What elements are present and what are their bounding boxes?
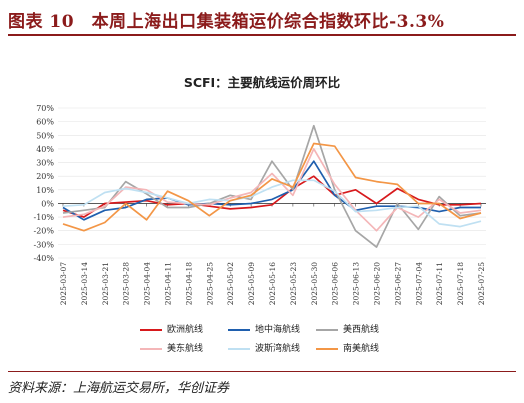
x-tick-label: 2025-07-04 [414, 262, 423, 305]
x-tick-label: 2025-07-25 [477, 262, 486, 305]
legend-swatch [316, 329, 338, 331]
x-tick-label: 2025-05-23 [289, 262, 298, 305]
x-tick-label: 2025-05-02 [226, 262, 235, 305]
y-tick-label: 50% [36, 131, 54, 140]
x-tick-label: 2025-06-27 [393, 262, 402, 305]
legend-label: 美西航线 [343, 325, 380, 335]
grid-layer [58, 107, 486, 259]
y-tick-label: -40% [34, 254, 55, 263]
y-tick-label: -20% [34, 227, 55, 236]
x-tick-label: 2025-05-16 [268, 262, 277, 305]
source-note: 资料来源：上海航运交易所，华创证券 [8, 381, 230, 396]
legend-label: 波斯湾航线 [255, 344, 301, 354]
x-tick-label: 2025-06-20 [373, 262, 382, 305]
y-tick-label: 40% [36, 145, 54, 154]
figure-title: 图表 10 本周上海出口集装箱运价综合指数环比-3.3% [8, 12, 445, 32]
x-tick-label: 2025-07-11 [435, 262, 444, 305]
y-tick-label: -10% [34, 213, 55, 222]
x-tick-label: 2025-06-13 [352, 262, 361, 305]
header-rule [8, 34, 516, 36]
legend-label: 南美航线 [343, 344, 380, 354]
x-tick-label: 2025-05-30 [310, 262, 319, 305]
y-tick-label: 60% [36, 118, 54, 127]
y-tick-label: 20% [36, 172, 54, 181]
x-tick-label: 2025-06-06 [331, 262, 340, 305]
y-tick-label: 30% [36, 159, 54, 168]
series-line-1 [62, 175, 482, 218]
chart-title: SCFI：主要航线运价周环比 [183, 75, 341, 90]
legend-swatch [316, 348, 338, 350]
y-tick-label: -30% [34, 240, 55, 249]
legend-label: 地中海航线 [255, 325, 301, 335]
x-tick-label: 2025-03-14 [80, 262, 89, 305]
legend-swatch [228, 348, 250, 350]
series-layer [62, 124, 482, 248]
x-tick-label: 2025-05-09 [247, 262, 256, 305]
legend-swatch [140, 329, 162, 331]
y-tick-label: 10% [36, 186, 54, 195]
x-tick-label: 2025-03-21 [101, 262, 110, 305]
x-tick-label: 2025-07-18 [456, 262, 465, 305]
figure-header: 图表 10 本周上海出口集装箱运价综合指数环比-3.3% [8, 7, 516, 33]
legend-swatch [140, 348, 162, 350]
y-tick-label: 70% [36, 104, 54, 113]
series-line-2 [62, 160, 481, 221]
x-tick-label: 2025-04-25 [205, 262, 214, 305]
legend-label: 欧洲航线 [167, 325, 204, 335]
series-line-5 [62, 179, 482, 228]
x-tick-label: 2025-04-11 [164, 262, 173, 305]
legend-label: 美东航线 [167, 344, 204, 354]
footer-rule [8, 371, 516, 372]
x-tick-label: 2025-04-18 [184, 262, 193, 305]
x-tick-label: 2025-03-07 [59, 262, 68, 305]
axis-layer: -40% -30% -20% -10% 0% 10% 20% 30% 40% 50% 60% 70% 2… [34, 104, 486, 305]
x-tick-label: 2025-04-04 [143, 262, 152, 305]
legend-swatch [228, 329, 250, 331]
series-line-6 [62, 142, 482, 232]
series-line-3 [62, 124, 482, 248]
y-tick-label: 0% [41, 199, 54, 208]
series-line-4 [62, 148, 482, 232]
x-tick-label: 2025-03-28 [122, 262, 131, 305]
